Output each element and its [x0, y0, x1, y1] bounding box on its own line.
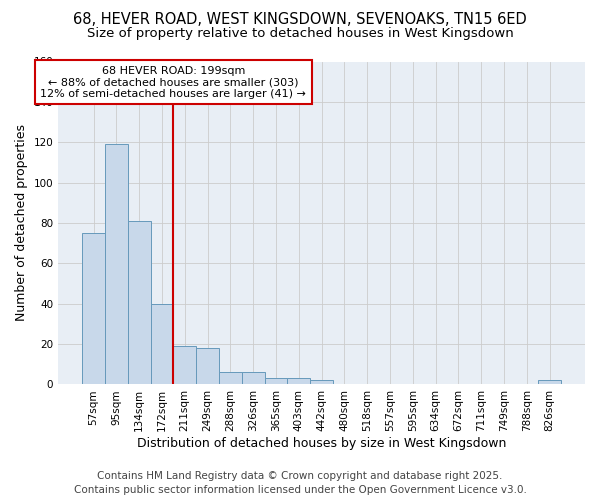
Bar [219, 372, 242, 384]
Bar [128, 221, 151, 384]
Bar [242, 372, 265, 384]
Bar [538, 380, 561, 384]
Text: 68 HEVER ROAD: 199sqm
← 88% of detached houses are smaller (303)
12% of semi-det: 68 HEVER ROAD: 199sqm ← 88% of detached … [40, 66, 306, 98]
Text: Size of property relative to detached houses in West Kingsdown: Size of property relative to detached ho… [86, 28, 514, 40]
Bar [151, 304, 173, 384]
Bar [310, 380, 333, 384]
Text: Contains HM Land Registry data © Crown copyright and database right 2025.
Contai: Contains HM Land Registry data © Crown c… [74, 471, 526, 495]
Bar [173, 346, 196, 385]
Bar [265, 378, 287, 384]
Bar [82, 233, 105, 384]
Bar [287, 378, 310, 384]
Bar [105, 144, 128, 384]
Text: 68, HEVER ROAD, WEST KINGSDOWN, SEVENOAKS, TN15 6ED: 68, HEVER ROAD, WEST KINGSDOWN, SEVENOAK… [73, 12, 527, 28]
Y-axis label: Number of detached properties: Number of detached properties [15, 124, 28, 322]
Bar [196, 348, 219, 385]
X-axis label: Distribution of detached houses by size in West Kingsdown: Distribution of detached houses by size … [137, 437, 506, 450]
